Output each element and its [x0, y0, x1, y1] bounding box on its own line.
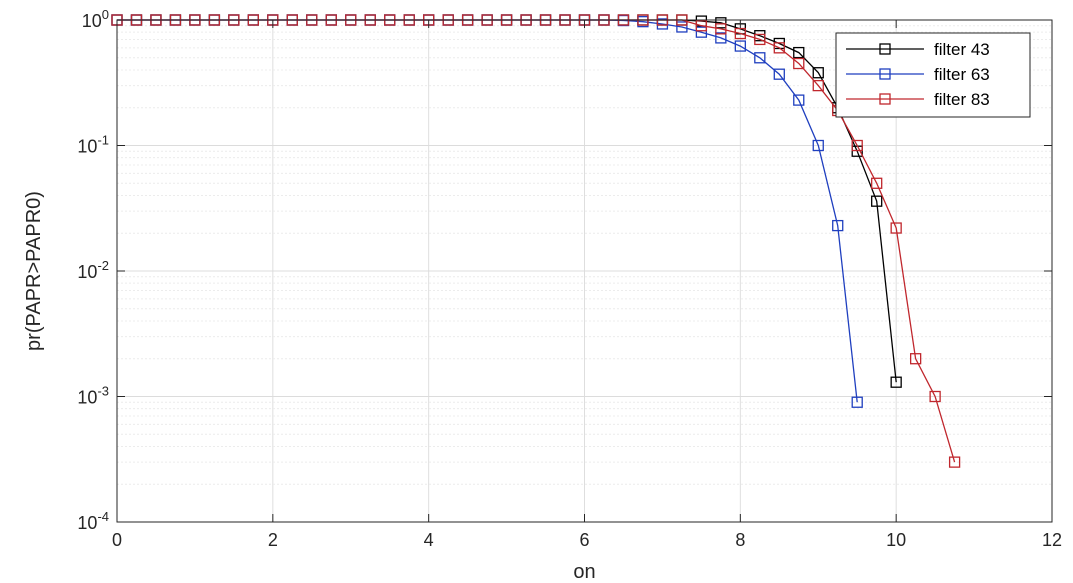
data-point: [734, 40, 746, 52]
x-tick-label: 0: [112, 530, 122, 550]
data-point: [754, 52, 766, 64]
tick-labels: 0 2 4 6 8 10 12 100 10-1 10-2 10-3 10-4: [77, 7, 1062, 550]
data-point: [812, 139, 824, 152]
x-tick-label: 8: [735, 530, 745, 550]
y-tick-label: 10-4: [77, 509, 109, 533]
legend-marker: [879, 43, 891, 55]
legend-item: filter 63: [846, 65, 990, 84]
data-point: [871, 195, 883, 207]
data-point: [793, 57, 805, 70]
data-point: [715, 32, 727, 44]
legend-box: [835, 32, 1031, 118]
x-tick-label: 12: [1042, 530, 1062, 550]
data-point: [909, 353, 922, 365]
legend-label: filter 63: [934, 65, 990, 84]
data-point: [793, 94, 805, 106]
data-point: [890, 222, 902, 234]
x-tick-label: 2: [268, 530, 278, 550]
y-axis-label: pr(PAPR>PAPR0): [23, 191, 45, 351]
data-point: [832, 219, 844, 232]
legend-marker: [879, 93, 891, 105]
data-point: [948, 456, 961, 468]
legend: filter 43 filter 63 filter 83: [835, 32, 1031, 118]
x-tick-label: 4: [424, 530, 434, 550]
legend-item: filter 83: [846, 90, 990, 109]
y-tick-label: 10-1: [77, 133, 109, 157]
axes: [116, 19, 1053, 523]
data-point: [812, 67, 824, 79]
data-point: [851, 139, 863, 152]
data-point: [773, 68, 785, 80]
legend-label: filter 43: [934, 40, 990, 59]
x-tick-label: 6: [579, 530, 589, 550]
data-point: [793, 46, 805, 59]
data-point: [734, 27, 746, 40]
legend-label: filter 83: [934, 90, 990, 109]
x-axis-label: on: [573, 561, 595, 583]
data-point: [676, 21, 688, 33]
y-tick-label: 10-2: [77, 258, 109, 282]
data-point: [754, 33, 766, 46]
data-point: [871, 177, 883, 189]
x-tick-label: 10: [886, 530, 906, 550]
data-point: [812, 79, 824, 92]
data-point: [890, 376, 902, 388]
data-point: [851, 396, 863, 408]
data-point: [715, 17, 727, 29]
y-tick-label: 100: [82, 7, 109, 31]
data-point: [929, 390, 941, 403]
legend-marker: [879, 68, 891, 80]
data-point: [695, 20, 708, 32]
data-point: [695, 26, 708, 38]
legend-item: filter 43: [846, 40, 990, 59]
data-point: [773, 42, 785, 54]
y-tick-label: 10-3: [77, 384, 109, 408]
data-point: [715, 23, 727, 35]
